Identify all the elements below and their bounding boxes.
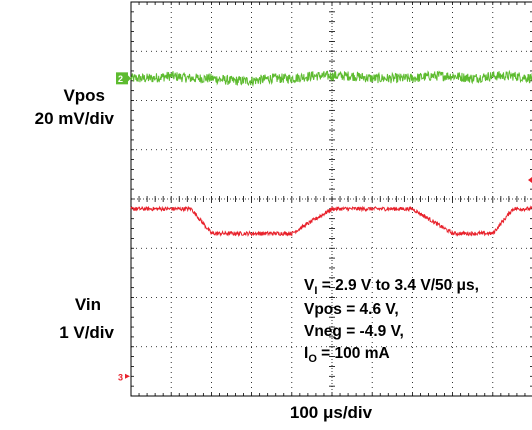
vpos-trace [130,69,532,88]
svg-text:3: 3 [118,372,123,382]
channel-markers: 23 [116,72,532,382]
vin-scale-label: 1 V/div [59,323,114,342]
annotation-vpos: Vpos = 4.6 V, [304,301,399,318]
vin-trace [130,205,532,238]
svg-text:2: 2 [118,74,123,84]
vpos-channel-name: Vpos [63,86,105,105]
time-scale-label: 100 μs/div [290,403,373,422]
traces [130,69,532,238]
vin-channel-name: Vin [75,295,101,314]
annotation-vi: VI = 2.9 V to 3.4 V/50 μs, [304,277,479,297]
annotation-io: IO = 100 mA [304,345,390,365]
ch3-marker: 3 [118,372,130,382]
ch2-marker: 2 [116,72,131,85]
annotation-vneg: Vneg = -4.9 V, [304,323,404,340]
graticule [130,1,532,397]
vpos-scale-label: 20 mV/div [35,109,115,128]
trigger-marker [528,177,532,183]
